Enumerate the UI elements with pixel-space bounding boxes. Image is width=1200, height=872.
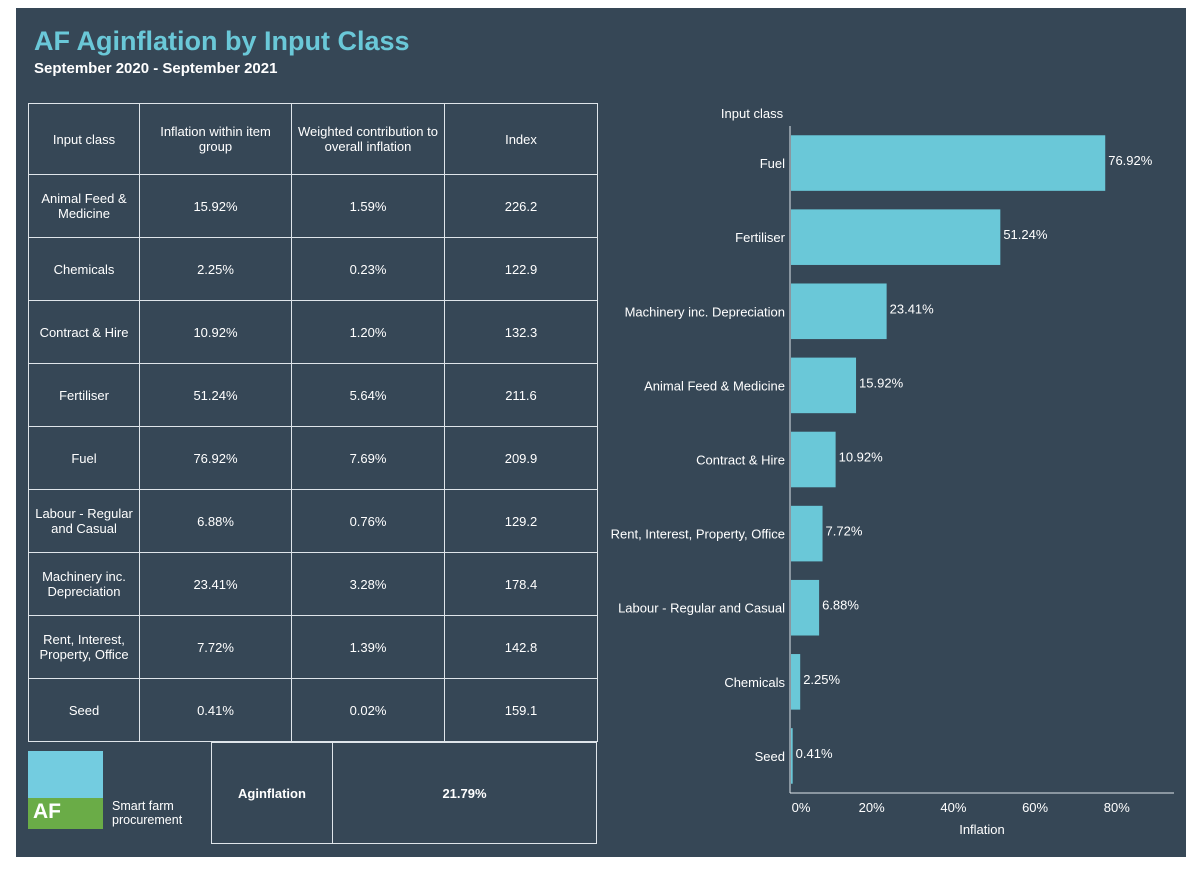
category-label: Animal Feed & Medicine [644, 378, 785, 393]
cell-index: 226.2 [444, 174, 598, 238]
x-tick-label: 40% [940, 800, 966, 815]
cell-inflation: 10.92% [139, 300, 292, 364]
logo-green-block [28, 798, 103, 829]
bar [791, 579, 820, 636]
cell-index: 178.4 [444, 552, 598, 616]
cell-weighted-contribution: 1.39% [291, 615, 445, 679]
category-label: Fertiliser [735, 230, 786, 245]
cell-input-class: Animal Feed & Medicine [28, 174, 140, 238]
logo-tagline-line1: Smart farm [112, 799, 174, 813]
x-tick-label: 80% [1104, 800, 1130, 815]
inflation-bar-chart: Input class Inflation Fuel 76.92% Fertilis… [611, 106, 1174, 837]
data-label: 15.92% [859, 375, 904, 390]
table-header-row: Input class Inflation within item group … [28, 103, 598, 175]
cell-inflation: 2.25% [139, 237, 292, 301]
cell-index: 211.6 [444, 363, 598, 427]
aginflation-summary: Aginflation 21.79% [211, 742, 597, 844]
cell-inflation: 76.92% [139, 426, 292, 490]
x-tick-label: 0% [792, 800, 811, 815]
bar [791, 505, 823, 562]
summary-value: 21.79% [332, 742, 597, 844]
category-label: Rent, Interest, Property, Office [611, 527, 785, 542]
logo-mark: AF [33, 800, 61, 823]
cell-input-class: Rent, Interest, Property, Office [28, 615, 140, 679]
bar [791, 431, 836, 488]
bar-group: Fuel 76.92% Fertiliser 51.24% Machinery inc.… [611, 135, 1153, 784]
bar [791, 283, 887, 340]
cell-inflation: 15.92% [139, 174, 292, 238]
category-label: Contract & Hire [696, 453, 785, 468]
bar [791, 654, 801, 710]
company-logo: AF Smart farm procurement [28, 751, 198, 831]
report-panel: AF Aginflation by Input Class September … [16, 8, 1186, 857]
cell-index: 122.9 [444, 237, 598, 301]
data-label: 76.92% [1108, 153, 1153, 168]
cell-weighted-contribution: 0.02% [291, 678, 445, 742]
data-label: 6.88% [822, 598, 859, 613]
column-header-weighted-contribution: Weighted contribution to overall inflati… [291, 103, 445, 175]
table-row: Contract & Hire 10.92% 1.20% 132.3 [28, 300, 598, 364]
logo-tagline-line2: procurement [112, 813, 183, 827]
cell-input-class: Fuel [28, 426, 140, 490]
column-header-index: Index [444, 103, 598, 175]
cell-weighted-contribution: 5.64% [291, 363, 445, 427]
category-label: Machinery inc. Depreciation [625, 304, 785, 319]
category-label: Labour - Regular and Casual [618, 601, 785, 616]
bar [791, 728, 793, 784]
data-label: 23.41% [890, 301, 935, 316]
cell-index: 142.8 [444, 615, 598, 679]
inflation-table: Input class Inflation within item group … [28, 103, 598, 742]
data-label: 2.25% [803, 672, 840, 687]
cell-input-class: Contract & Hire [28, 300, 140, 364]
table-row: Animal Feed & Medicine 15.92% 1.59% 226.2 [28, 174, 598, 238]
table-row: Labour - Regular and Casual 6.88% 0.76% 129… [28, 489, 598, 553]
cell-input-class: Fertiliser [28, 363, 140, 427]
category-label: Fuel [760, 156, 785, 171]
y-axis-label: Input class [721, 106, 784, 121]
data-label: 51.24% [1003, 227, 1048, 242]
logo-tagline: Smart farm procurement [112, 799, 202, 827]
logo-blue-block [28, 751, 103, 798]
summary-label: Aginflation [211, 742, 333, 844]
cell-weighted-contribution: 3.28% [291, 552, 445, 616]
page-subtitle: September 2020 - September 2021 [34, 60, 278, 77]
table-row: Seed 0.41% 0.02% 159.1 [28, 678, 598, 742]
cell-input-class: Chemicals [28, 237, 140, 301]
cell-inflation: 0.41% [139, 678, 292, 742]
bar [791, 135, 1106, 191]
table-row: Chemicals 2.25% 0.23% 122.9 [28, 237, 598, 301]
cell-weighted-contribution: 1.20% [291, 300, 445, 364]
cell-inflation: 51.24% [139, 363, 292, 427]
x-axis-label: Inflation [959, 822, 1005, 837]
cell-inflation: 6.88% [139, 489, 292, 553]
cell-index: 159.1 [444, 678, 598, 742]
data-label: 7.72% [826, 524, 863, 539]
table-body: Animal Feed & Medicine 15.92% 1.59% 226.2 Ch… [28, 174, 598, 742]
summary-row: Aginflation 21.79% [211, 742, 597, 844]
cell-input-class: Seed [28, 678, 140, 742]
category-label: Chemicals [724, 675, 785, 690]
bar [791, 357, 857, 414]
table-row: Machinery inc. Depreciation 23.41% 3.28% 17… [28, 552, 598, 616]
cell-weighted-contribution: 0.23% [291, 237, 445, 301]
data-label: 10.92% [839, 450, 884, 465]
cell-weighted-contribution: 1.59% [291, 174, 445, 238]
x-tick-label: 60% [1022, 800, 1048, 815]
category-label: Seed [755, 749, 785, 764]
bar [791, 209, 1001, 265]
table-row: Fertiliser 51.24% 5.64% 211.6 [28, 363, 598, 427]
page-title: AF Aginflation by Input Class [34, 26, 410, 56]
data-label: 0.41% [796, 746, 833, 761]
x-tick-label: 20% [859, 800, 885, 815]
cell-input-class: Machinery inc. Depreciation [28, 552, 140, 616]
